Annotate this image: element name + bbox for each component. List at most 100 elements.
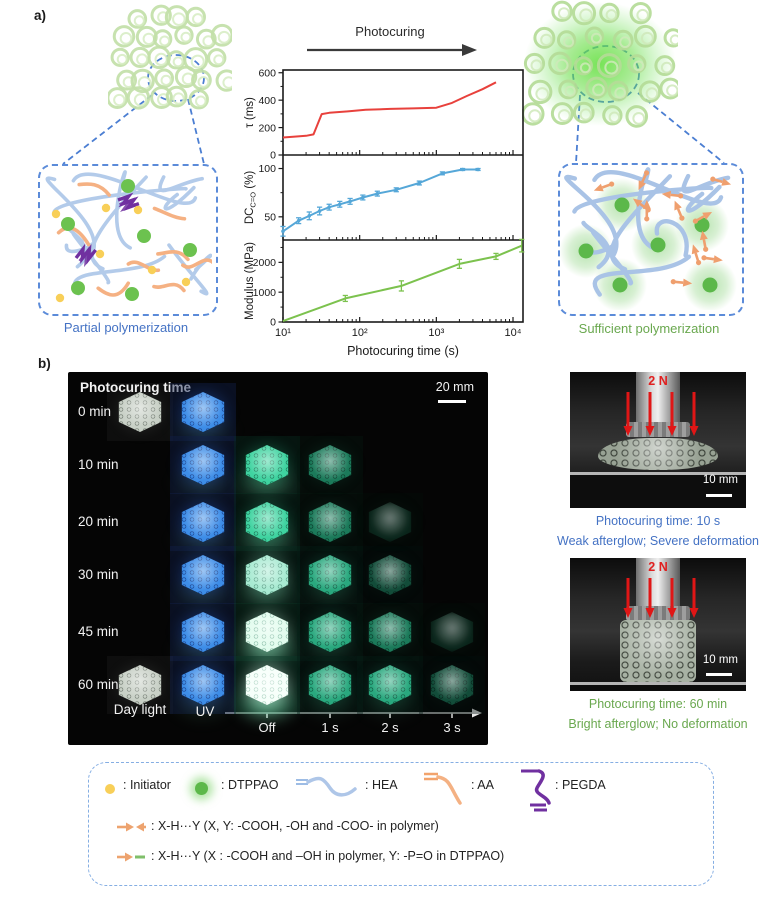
- y-axis-label: τ (ms): [244, 97, 256, 128]
- photo-scalebar-label: 10 mm: [702, 654, 738, 666]
- y-tick-label: 100: [258, 163, 276, 175]
- montage-row-label: 0 min: [78, 404, 112, 419]
- base-plate: [570, 472, 746, 475]
- legend-hbond-dtppao-label: : X-H···Y (X : -COOH and –OH in polymer,…: [151, 849, 505, 863]
- photo-scalebar: [706, 494, 732, 497]
- photo-60min-caption-result: Bright afterglow; No deformation: [568, 717, 748, 731]
- montage-row-label: 10 min: [78, 457, 119, 472]
- legend-pegda-label: : PEGDA: [555, 778, 606, 792]
- y-tick-label: 2000: [253, 257, 277, 269]
- photocuring-arrow-icon: [307, 44, 477, 56]
- y-tick-label: 1000: [253, 287, 277, 299]
- conversion-series-line: [282, 168, 479, 233]
- compression-photo-60min: 2 N 10 mm: [570, 558, 746, 691]
- lattice-cube-afterglow-bright: [228, 488, 306, 562]
- intact-lattice: [620, 620, 696, 682]
- lattice-cube-afterglow-dim: [291, 431, 369, 499]
- y-tick-label: 400: [258, 95, 276, 107]
- lattice-cube-daylight: [101, 378, 179, 446]
- panel-b-label: b): [38, 356, 51, 371]
- legend-hbond-polymer-label: : X-H···Y (X, Y: -COOH, -OH and -COO- in…: [151, 819, 439, 833]
- y-tick-label: 50: [264, 212, 276, 224]
- photo-10s-caption-result: Weak afterglow; Severe deformation: [557, 534, 759, 548]
- lifetime-series-line: [282, 81, 497, 139]
- legend-aa-label: : AA: [471, 778, 494, 792]
- montage-column-label: 2 s: [381, 720, 399, 735]
- partial-network-box: [38, 164, 218, 316]
- y-tick-label: 0: [270, 317, 276, 329]
- press-collar: [626, 422, 690, 437]
- y-tick-label: 0: [270, 150, 276, 162]
- lattice-cube-afterglow-mid: [291, 541, 369, 615]
- montage-row-label: 30 min: [78, 567, 119, 582]
- pegda-icon: [521, 769, 551, 812]
- lattice-cube-afterglow-mid: [291, 651, 369, 725]
- sufficient-polymerization-caption: Sufficient polymerization: [578, 321, 720, 336]
- lattice-cube-uv: [164, 541, 242, 615]
- montage-column-label: UV: [195, 704, 215, 719]
- x-axis-label: Photocuring time (s): [347, 344, 459, 358]
- lattice-cube-afterglow-faint: [413, 651, 491, 719]
- chart-panel-lifetime: 0 200 400 600 τ (ms): [244, 67, 497, 162]
- base-plate: [570, 682, 746, 685]
- modulus-series-line: [282, 244, 523, 323]
- press-collar: [626, 606, 690, 621]
- force-label: 2 N: [648, 374, 668, 388]
- lattice-cube-uv: [164, 598, 242, 672]
- montage-row-label: 45 min: [78, 624, 119, 639]
- legend-dtppao-label: : DTPPAO: [221, 778, 279, 792]
- montage-column-label: Day light: [113, 702, 167, 717]
- panel-a-label: a): [34, 8, 47, 23]
- montage-row-label: 20 min: [78, 514, 119, 529]
- y-axis-label: Modulus (MPa): [244, 242, 256, 320]
- photocuring-chart: 10¹ 10² 10³ 10⁴ Photocuring time (s) 0 200 400 6…: [244, 67, 525, 358]
- hbond-dtppao-icon: [117, 852, 145, 862]
- lattice-cube-afterglow-dim: [351, 598, 429, 666]
- photo-scalebar-label: 10 mm: [702, 474, 738, 486]
- lattice-cube-afterglow-mid: [351, 651, 429, 725]
- base-shadow: [570, 685, 746, 691]
- x-tick-label: 10¹: [275, 327, 291, 339]
- x-tick-label: 10⁴: [505, 327, 522, 339]
- y-axis-label: DCC=O (%): [244, 171, 258, 225]
- lattice-cube-afterglow-mid: [291, 598, 369, 672]
- deformed-lattice: [598, 438, 718, 470]
- lattice-cube-uv: [164, 378, 242, 452]
- chart-frame: [282, 69, 524, 323]
- montage-scalebar: [438, 400, 466, 403]
- base-shadow: [570, 475, 746, 508]
- lattice-cube-daylight: [101, 651, 179, 719]
- legend-box: : Initiator : DTPPAO : HEA : AA : PEGDA …: [88, 762, 714, 886]
- photocuring-arrow-label: Photocuring: [355, 24, 425, 39]
- dtppao-icon: [195, 782, 208, 795]
- legend-hea-label: : HEA: [365, 778, 398, 792]
- lattice-cube-afterglow-white: [228, 598, 306, 672]
- force-label: 2 N: [648, 560, 668, 574]
- montage-column-label: Off: [258, 720, 276, 735]
- initiator-icon: [105, 784, 115, 794]
- photo-scalebar: [706, 673, 732, 676]
- partial-network-illustration: [45, 170, 212, 303]
- y-tick-label: 200: [258, 122, 276, 134]
- lattice-cube-afterglow-bright: [228, 431, 306, 505]
- x-tick-label: 10²: [352, 327, 368, 339]
- montage-row-label: 60 min: [78, 677, 119, 692]
- lattice-cube-afterglow-wisp: [351, 488, 429, 556]
- montage-column-label: 3 s: [443, 720, 461, 735]
- lattice-cube-glowing-icon: [522, 0, 678, 128]
- compression-photo-10s: 2 N 10 mm: [570, 372, 746, 508]
- sufficient-network-box: [558, 163, 744, 316]
- lattice-cube-afterglow-pale: [228, 541, 306, 615]
- partial-polymerization-caption: Partial polymerization: [63, 320, 189, 335]
- photo-60min-caption-time: Photocuring time: 60 min: [588, 697, 728, 711]
- lattice-cube-afterglow-faint: [351, 541, 429, 609]
- montage-header: Photocuring time: [80, 380, 191, 395]
- lattice-cube-uv: [164, 488, 242, 562]
- lattice-cube-afterglow-whitest: [228, 651, 306, 725]
- montage-scalebar-label: 20 mm: [435, 380, 474, 394]
- hbond-polymer-icon: [117, 822, 146, 832]
- y-tick-label: 600: [258, 67, 276, 79]
